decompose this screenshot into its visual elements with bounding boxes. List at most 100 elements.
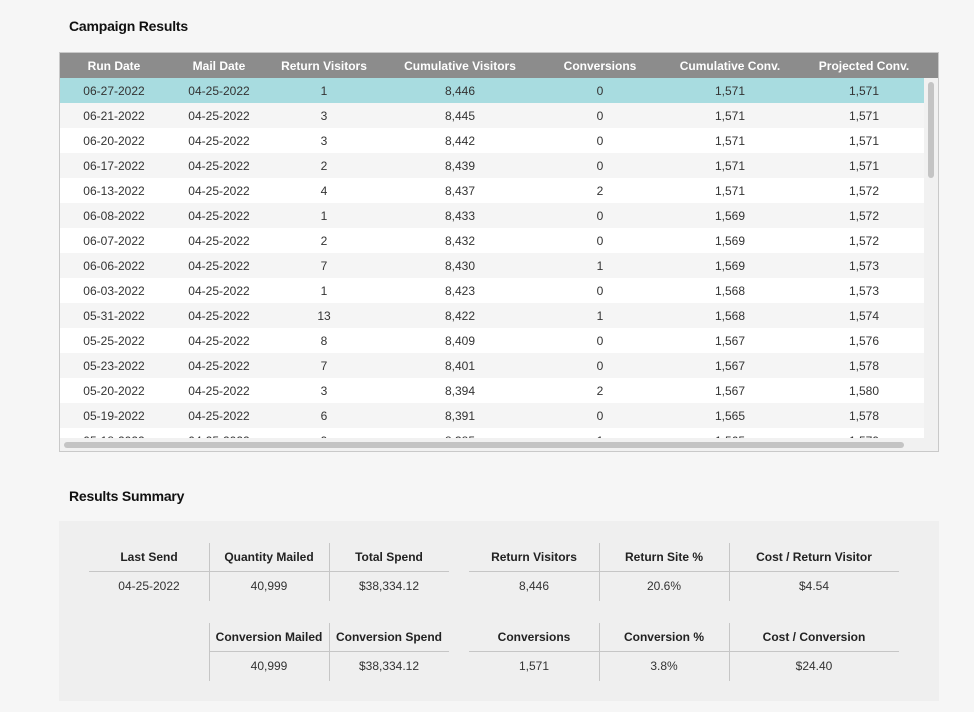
table-cell: 8,422 [444, 308, 476, 323]
column-header[interactable]: Cumulative Visitors [404, 58, 516, 73]
column-header[interactable]: Mail Date [192, 58, 246, 73]
table-cell: 1,571 [848, 83, 880, 98]
table-cell: 0 [596, 158, 604, 173]
table-cell: 9 [274, 428, 374, 439]
table-cell: 1 [550, 428, 650, 439]
table-cell: 8,433 [444, 208, 476, 223]
table-cell: 6 [320, 408, 328, 423]
table-cell: 13 [317, 308, 331, 323]
summary-value: $4.54 [798, 579, 830, 593]
column-header[interactable]: Conversions [563, 58, 637, 73]
table-row[interactable]: 06-20-2022 04-25-2022 3 8,442 0 1,571 1,571 [60, 128, 924, 153]
table-cell: 06-20-2022 [83, 133, 145, 148]
table-row[interactable]: 06-07-2022 04-25-2022 2 8,432 0 1,569 1,572 [60, 228, 924, 253]
table-cell: 1,578 [848, 408, 880, 423]
table-cell: 8,385 [390, 428, 530, 439]
table-row[interactable]: 06-21-2022 04-25-2022 3 8,445 0 1,571 1,571 [60, 103, 924, 128]
summary-label: Conversions [497, 630, 571, 644]
table-row[interactable]: 05-20-2022 04-25-2022 3 8,394 2 1,567 1,580 [60, 378, 924, 403]
summary-divider [599, 543, 600, 601]
table-row[interactable]: 06-08-2022 04-25-2022 1 8,433 0 1,569 1,572 [60, 203, 924, 228]
summary-value: $38,334.12 [358, 579, 420, 593]
horizontal-scroll-thumb[interactable] [64, 442, 904, 448]
vertical-scroll-thumb[interactable] [928, 82, 934, 178]
table-cell: 1,578 [848, 358, 880, 373]
column-header[interactable]: Run Date [87, 58, 141, 73]
summary-value: 1,571 [518, 659, 550, 673]
vertical-scrollbar[interactable] [924, 78, 938, 438]
summary-label: Total Spend [355, 550, 423, 564]
table-cell: 1,569 [714, 208, 746, 223]
table-cell: 8 [320, 333, 328, 348]
table-body[interactable]: 06-27-2022 04-25-2022 1 8,446 0 1,571 1,571 06-… [60, 78, 924, 438]
summary-label: Conversion Mailed [215, 630, 323, 644]
table-cell: 1,574 [848, 308, 880, 323]
table-cell: 1,567 [714, 333, 746, 348]
table-cell: 04-25-2022 [188, 183, 250, 198]
table-cell: 05-18-2022 [60, 428, 168, 439]
summary-divider [89, 571, 449, 572]
table-row[interactable]: 05-31-2022 04-25-2022 13 8,422 1 1,568 1,574 [60, 303, 924, 328]
summary-label: Conversion Spend [335, 630, 442, 644]
table-cell: 1 [596, 258, 604, 273]
table-cell: 1,572 [848, 208, 880, 223]
summary-label: Return Visitors [491, 550, 577, 564]
table-cell: 06-07-2022 [83, 233, 145, 248]
table-cell: 0 [596, 83, 604, 98]
summary-divider [469, 571, 899, 572]
summary-value: 20.6% [646, 579, 682, 593]
table-row[interactable]: 06-06-2022 04-25-2022 7 8,430 1 1,569 1,573 [60, 253, 924, 278]
summary-value: $24.40 [795, 659, 833, 673]
summary-divider [469, 651, 899, 652]
table-cell: 1 [596, 308, 604, 323]
table-cell: 2 [320, 233, 328, 248]
table-cell: 1,579 [800, 428, 924, 439]
table-cell: 8,394 [444, 383, 476, 398]
table-cell: 8,442 [444, 133, 476, 148]
column-header[interactable]: Return Visitors [281, 58, 367, 73]
table-cell: 04-25-2022 [188, 308, 250, 323]
table-cell: 1,572 [848, 233, 880, 248]
table-row[interactable]: 05-25-2022 04-25-2022 8 8,409 0 1,567 1,576 [60, 328, 924, 353]
table-cell: 1,569 [714, 258, 746, 273]
table-row[interactable]: 06-03-2022 04-25-2022 1 8,423 0 1,568 1,573 [60, 278, 924, 303]
column-header[interactable]: Cumulative Conv. [679, 58, 781, 73]
table-cell: 1,571 [848, 133, 880, 148]
summary-divider [209, 623, 210, 681]
table-cell: 1,571 [714, 133, 746, 148]
table-cell: 7 [320, 258, 328, 273]
table-cell: 2 [596, 383, 604, 398]
summary-divider [729, 543, 730, 601]
table-cell: 04-25-2022 [188, 83, 250, 98]
horizontal-scrollbar[interactable] [60, 438, 938, 451]
campaign-results-title: Campaign Results [69, 18, 188, 34]
table-row[interactable]: 06-27-2022 04-25-2022 1 8,446 0 1,571 1,571 [60, 78, 924, 103]
table-cell: 4 [320, 183, 328, 198]
summary-divider [209, 543, 210, 601]
table-cell: 2 [320, 158, 328, 173]
summary-label: Return Site % [624, 550, 703, 564]
table-cell: 8,401 [444, 358, 476, 373]
table-cell: 8,430 [444, 258, 476, 273]
table-cell: 04-25-2022 [188, 333, 250, 348]
table-row[interactable]: 05-19-2022 04-25-2022 6 8,391 0 1,565 1,578 [60, 403, 924, 428]
table-row[interactable]: 05-23-2022 04-25-2022 7 8,401 0 1,567 1,578 [60, 353, 924, 378]
table-cell: 8,391 [444, 408, 476, 423]
table-cell: 1 [320, 208, 328, 223]
table-cell: 1,567 [714, 383, 746, 398]
summary-value: 3.8% [650, 659, 678, 673]
table-cell: 1,571 [848, 108, 880, 123]
table-row[interactable]: 06-13-2022 04-25-2022 4 8,437 2 1,571 1,572 [60, 178, 924, 203]
table-cell: 1,571 [714, 83, 746, 98]
table-row[interactable]: 06-17-2022 04-25-2022 2 8,439 0 1,571 1,571 [60, 153, 924, 178]
table-cell: 06-06-2022 [83, 258, 145, 273]
summary-value: 04-25-2022 [118, 579, 180, 593]
table-cell: 1,571 [714, 183, 746, 198]
table-cell: 8,445 [444, 108, 476, 123]
column-header[interactable]: Projected Conv. [818, 58, 910, 73]
table-cell: 3 [320, 133, 328, 148]
table-cell: 0 [596, 108, 604, 123]
table-cell: 04-25-2022 [188, 158, 250, 173]
table-cell: 1,572 [848, 183, 880, 198]
